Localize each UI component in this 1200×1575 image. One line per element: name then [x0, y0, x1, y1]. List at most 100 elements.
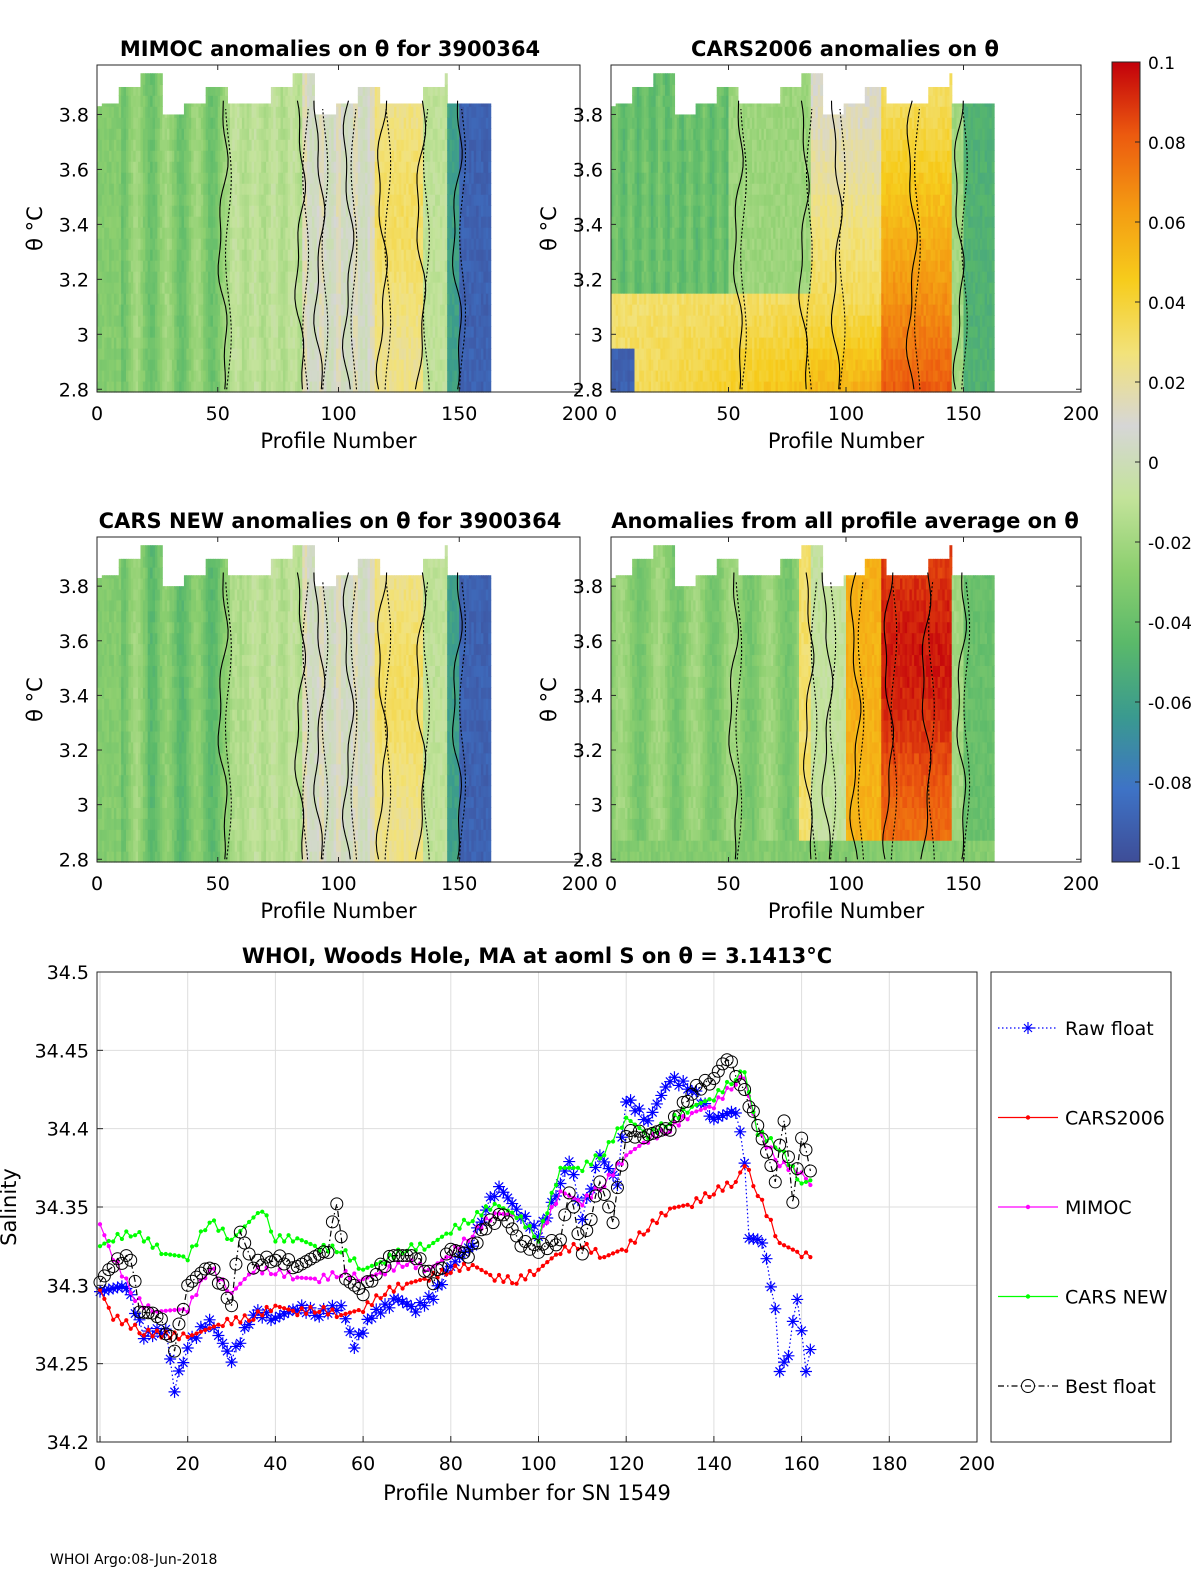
heat-cell: [113, 103, 117, 107]
heat-cell: [138, 227, 142, 239]
heat-cell: [200, 326, 204, 338]
heat-cell: [171, 238, 175, 250]
heat-cell: [147, 282, 151, 294]
heat-cell: [282, 161, 286, 173]
heat-cell: [150, 84, 154, 96]
heat-cell: [355, 216, 359, 228]
heat-cell: [167, 172, 171, 184]
heat-cell: [138, 260, 142, 272]
heat-cell: [449, 172, 453, 184]
heat-cell: [133, 106, 137, 118]
heat-cell: [622, 260, 626, 272]
heat-cell: [212, 315, 216, 327]
heat-cell: [629, 128, 633, 140]
heat-cell: [396, 216, 400, 228]
heat-cell: [466, 293, 470, 305]
heat-cell: [316, 114, 320, 118]
heat-cell: [348, 249, 352, 261]
heat-cell: [113, 282, 117, 294]
heat-cell: [229, 103, 233, 107]
heat-cell: [413, 183, 417, 195]
heat-cell: [135, 106, 139, 118]
heat-cell: [444, 117, 448, 129]
heat-cell: [208, 161, 212, 173]
heat-cell: [232, 337, 236, 349]
heat-cell: [362, 183, 366, 195]
heat-cell: [615, 238, 619, 250]
heat-cell: [174, 282, 178, 294]
heat-cell: [454, 117, 458, 129]
heat-cell: [285, 227, 289, 239]
heat-cell: [164, 205, 168, 217]
heat-cell: [258, 238, 262, 250]
heat-cell: [442, 282, 446, 294]
heat-cell: [270, 86, 274, 96]
heat-cell: [140, 271, 144, 283]
heat-cell: [643, 249, 647, 261]
heat-cell: [261, 326, 265, 338]
heat-cell: [442, 249, 446, 261]
heat-cell: [423, 194, 427, 206]
heat-cell: [176, 128, 180, 140]
heat-cell: [439, 139, 443, 151]
heat-cell: [488, 238, 492, 250]
heat-cell: [273, 282, 277, 294]
heat-cell: [237, 271, 241, 283]
heat-cell: [203, 348, 207, 360]
heat-cell: [193, 117, 197, 129]
heat-cell: [338, 161, 342, 173]
heat-cell: [488, 260, 492, 272]
heat-cell: [401, 260, 405, 272]
heat-cell: [427, 216, 431, 228]
heat-cell: [643, 86, 647, 96]
heat-cell: [227, 238, 231, 250]
heat-cell: [210, 260, 214, 272]
heat-cell: [111, 260, 115, 272]
heat-cell: [415, 370, 419, 382]
heat-cell: [478, 216, 482, 228]
heat-cell: [452, 359, 456, 371]
heat-cell: [275, 139, 279, 151]
heat-cell: [256, 293, 260, 305]
heat-cell: [488, 128, 492, 140]
heat-cell: [639, 249, 643, 261]
heat-cell: [220, 106, 224, 118]
heat-cell: [167, 194, 171, 206]
heat-cell: [461, 150, 465, 162]
heat-cell: [183, 150, 187, 162]
heat-cell: [338, 194, 342, 206]
heat-cell: [290, 227, 294, 239]
heat-cell: [251, 381, 255, 393]
heat-cell: [130, 86, 134, 96]
heat-cell: [280, 95, 284, 107]
heat-cell: [104, 216, 108, 228]
heat-cell: [162, 117, 166, 129]
heat-cell: [152, 271, 156, 283]
heat-cell: [183, 260, 187, 272]
heat-cell: [307, 304, 311, 316]
heat-cell: [205, 139, 209, 151]
heat-cell: [181, 370, 185, 382]
heat-cell: [125, 370, 129, 382]
heat-cell: [319, 249, 323, 261]
heat-cell: [150, 271, 154, 283]
heat-cell: [629, 117, 633, 129]
heat-cell: [157, 128, 161, 140]
heat-cell: [473, 238, 477, 250]
heat-cell: [415, 381, 419, 393]
heat-cell: [179, 238, 183, 250]
heat-cell: [372, 183, 376, 195]
heat-cell: [459, 194, 463, 206]
heat-cell: [613, 150, 617, 162]
heat-cell: [256, 271, 260, 283]
heat-cell: [620, 381, 624, 393]
heat-cell: [403, 293, 407, 305]
heat-cell: [215, 348, 219, 360]
heat-cell: [408, 249, 412, 261]
heat-cell: [196, 172, 200, 184]
heat-cell: [615, 326, 619, 338]
heat-cell: [196, 205, 200, 217]
heat-cell: [480, 205, 484, 217]
heat-cell: [406, 194, 410, 206]
heat-cell: [629, 337, 633, 349]
